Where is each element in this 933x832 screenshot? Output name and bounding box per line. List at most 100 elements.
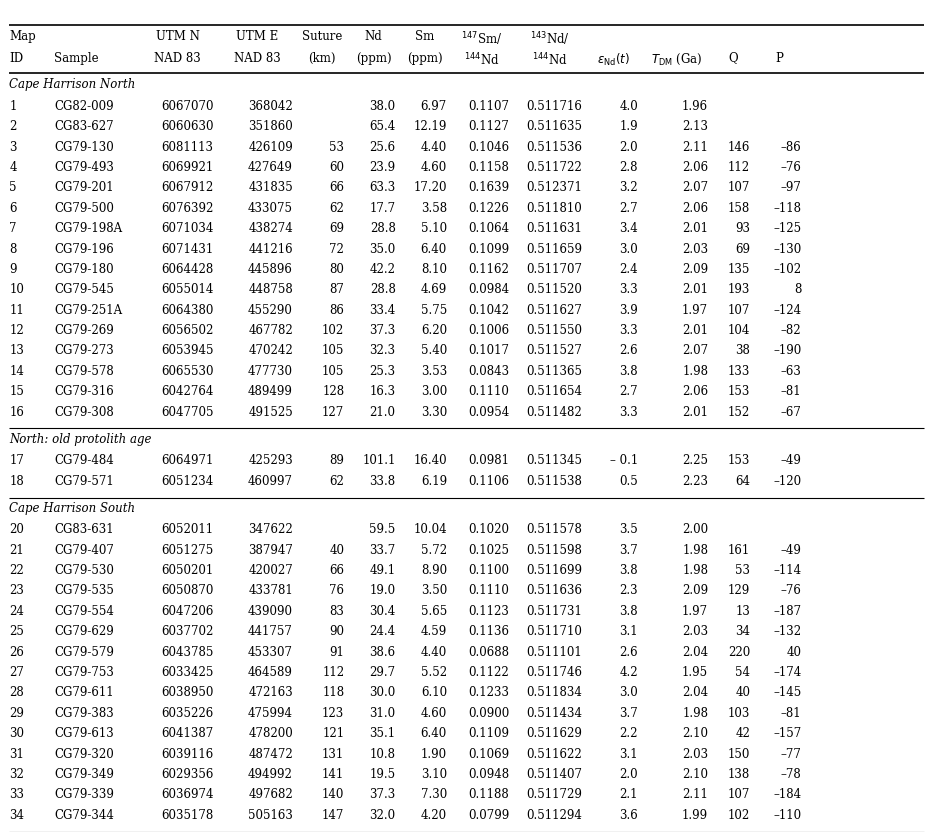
Text: 24.4: 24.4 [369, 625, 396, 638]
Text: 6064428: 6064428 [161, 263, 214, 276]
Text: 6047206: 6047206 [161, 605, 214, 618]
Text: 3.1: 3.1 [620, 625, 638, 638]
Text: 2.06: 2.06 [682, 161, 708, 174]
Text: 33.7: 33.7 [369, 543, 396, 557]
Text: CG79-198A: CG79-198A [54, 222, 122, 235]
Text: 0.511598: 0.511598 [526, 543, 582, 557]
Text: –81: –81 [781, 706, 801, 720]
Text: 6069921: 6069921 [161, 161, 214, 174]
Text: 368042: 368042 [248, 100, 293, 113]
Text: 0.0843: 0.0843 [468, 364, 509, 378]
Text: 32.0: 32.0 [369, 809, 396, 822]
Text: 22: 22 [9, 564, 24, 577]
Text: CG79-613: CG79-613 [54, 727, 114, 740]
Text: 18: 18 [9, 474, 24, 488]
Text: 42: 42 [735, 727, 750, 740]
Text: 1.98: 1.98 [682, 364, 708, 378]
Text: 497682: 497682 [248, 788, 293, 801]
Text: 2.23: 2.23 [682, 474, 708, 488]
Text: CG83-631: CG83-631 [54, 523, 114, 537]
Text: –49: –49 [781, 543, 801, 557]
Text: 34: 34 [735, 625, 750, 638]
Text: –132: –132 [773, 625, 801, 638]
Text: 431835: 431835 [248, 181, 293, 195]
Text: 0.511729: 0.511729 [526, 788, 582, 801]
Text: 8.10: 8.10 [421, 263, 447, 276]
Text: 19.5: 19.5 [369, 768, 396, 781]
Text: 29: 29 [9, 706, 24, 720]
Text: 1.98: 1.98 [682, 706, 708, 720]
Text: CG79-753: CG79-753 [54, 666, 114, 679]
Text: 0.511722: 0.511722 [526, 161, 582, 174]
Text: –67: –67 [781, 405, 801, 418]
Text: CG79-273: CG79-273 [54, 344, 114, 358]
Text: 427649: 427649 [248, 161, 293, 174]
Text: 1.97: 1.97 [682, 304, 708, 317]
Text: 54: 54 [735, 666, 750, 679]
Text: 35.1: 35.1 [369, 727, 396, 740]
Text: 0.1100: 0.1100 [468, 564, 509, 577]
Text: 0.1025: 0.1025 [468, 543, 509, 557]
Text: CG79-269: CG79-269 [54, 324, 114, 337]
Text: 2.00: 2.00 [682, 523, 708, 537]
Text: 0.1107: 0.1107 [468, 100, 509, 113]
Text: NAD 83: NAD 83 [154, 52, 202, 65]
Text: 146: 146 [728, 141, 750, 154]
Text: 26: 26 [9, 646, 24, 659]
Text: 7: 7 [9, 222, 17, 235]
Text: 4.40: 4.40 [421, 141, 447, 154]
Text: 3.6: 3.6 [620, 809, 638, 822]
Text: 0.1122: 0.1122 [468, 666, 509, 679]
Text: 8: 8 [9, 242, 17, 255]
Text: 439090: 439090 [248, 605, 293, 618]
Text: –124: –124 [773, 304, 801, 317]
Text: –190: –190 [773, 344, 801, 358]
Text: 31: 31 [9, 747, 24, 760]
Text: CG79-316: CG79-316 [54, 385, 114, 399]
Text: 102: 102 [728, 809, 750, 822]
Text: 3.50: 3.50 [421, 584, 447, 597]
Text: CG79-308: CG79-308 [54, 405, 114, 418]
Text: 6052011: 6052011 [161, 523, 214, 537]
Text: 4.60: 4.60 [421, 161, 447, 174]
Text: 62: 62 [329, 474, 344, 488]
Text: CG79-196: CG79-196 [54, 242, 114, 255]
Text: 6065530: 6065530 [161, 364, 214, 378]
Text: 40: 40 [787, 646, 801, 659]
Text: 464589: 464589 [248, 666, 293, 679]
Text: 426109: 426109 [248, 141, 293, 154]
Text: 3.8: 3.8 [620, 564, 638, 577]
Text: 4: 4 [9, 161, 17, 174]
Text: 0.511520: 0.511520 [526, 283, 582, 296]
Text: 53: 53 [329, 141, 344, 154]
Text: $T_{\rm DM}$ (Ga): $T_{\rm DM}$ (Ga) [651, 52, 703, 67]
Text: –97: –97 [781, 181, 801, 195]
Text: 2.11: 2.11 [682, 141, 708, 154]
Text: 150: 150 [728, 747, 750, 760]
Text: 83: 83 [329, 605, 344, 618]
Text: –157: –157 [773, 727, 801, 740]
Text: 5.10: 5.10 [421, 222, 447, 235]
Text: –110: –110 [773, 809, 801, 822]
Text: 0.1020: 0.1020 [468, 523, 509, 537]
Text: 4.59: 4.59 [421, 625, 447, 638]
Text: Map: Map [9, 30, 36, 43]
Text: 5.40: 5.40 [421, 344, 447, 358]
Text: 6064971: 6064971 [161, 454, 214, 468]
Text: Nd: Nd [365, 30, 383, 43]
Text: 104: 104 [728, 324, 750, 337]
Text: CG79-251A: CG79-251A [54, 304, 122, 317]
Text: UTM E: UTM E [236, 30, 278, 43]
Text: 487472: 487472 [248, 747, 293, 760]
Text: 118: 118 [322, 686, 344, 700]
Text: 32: 32 [9, 768, 24, 781]
Text: Suture: Suture [302, 30, 342, 43]
Text: 505163: 505163 [248, 809, 293, 822]
Text: –102: –102 [773, 263, 801, 276]
Text: –145: –145 [773, 686, 801, 700]
Text: 158: 158 [728, 201, 750, 215]
Text: 161: 161 [728, 543, 750, 557]
Text: Cape Harrison South: Cape Harrison South [9, 502, 135, 515]
Text: 10.04: 10.04 [413, 523, 447, 537]
Text: CG79-500: CG79-500 [54, 201, 114, 215]
